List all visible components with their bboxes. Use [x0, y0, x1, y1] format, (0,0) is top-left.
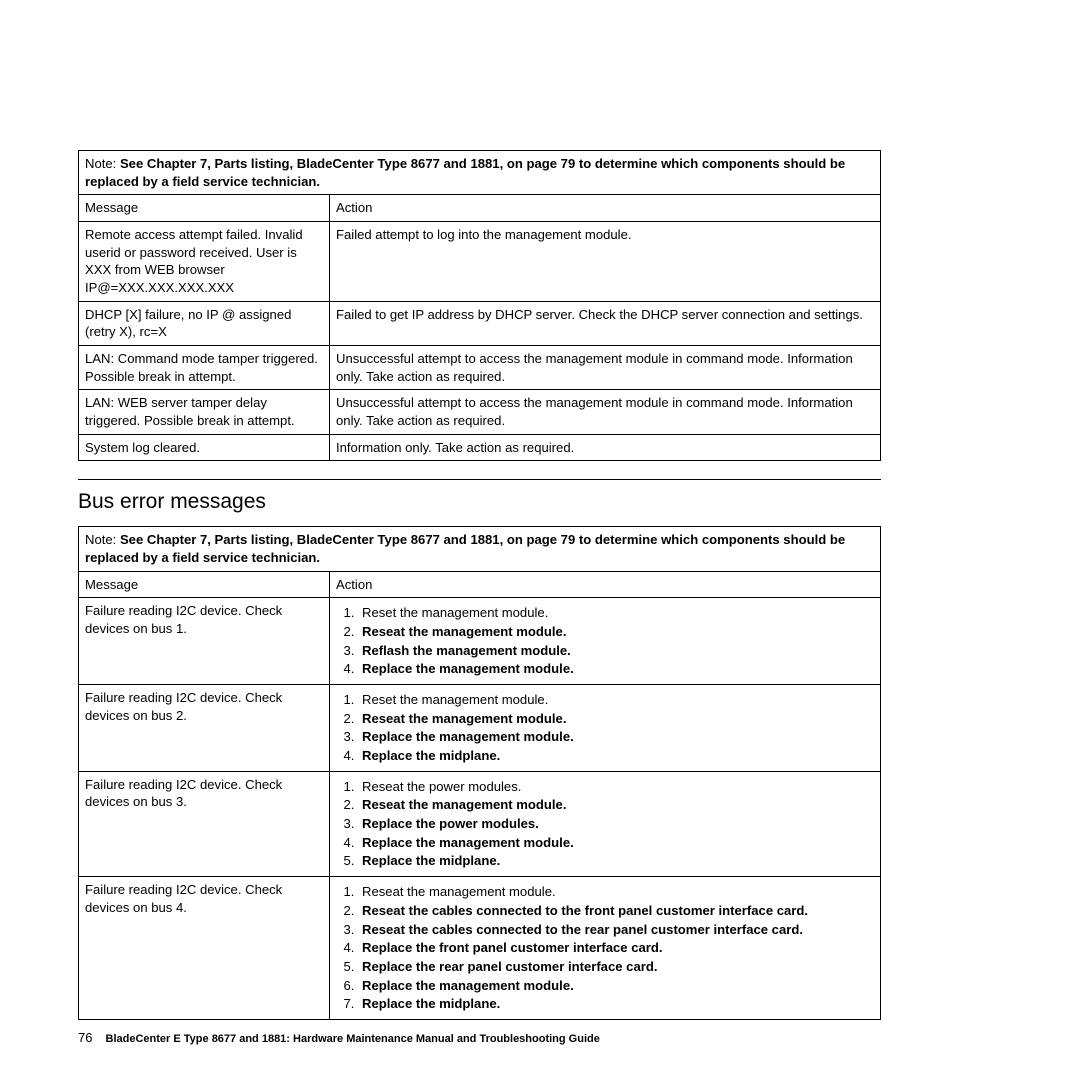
- table-2: Note: See Chapter 7, Parts listing, Blad…: [78, 526, 881, 1019]
- action-steps-list: Reseat the management module.Reseat the …: [336, 883, 874, 1013]
- table-1-header-message: Message: [79, 195, 330, 222]
- action-step: Replace the management module.: [358, 834, 874, 852]
- action-step: Reseat the cables connected to the rear …: [358, 921, 874, 939]
- action-cell: Failed to get IP address by DHCP server.…: [330, 301, 881, 345]
- table-1-note-row: Note: See Chapter 7, Parts listing, Blad…: [79, 151, 881, 195]
- action-cell: Unsuccessful attempt to access the manag…: [330, 390, 881, 434]
- note-text: See Chapter 7, Parts listing, BladeCente…: [85, 156, 845, 189]
- note-prefix: Note:: [85, 532, 116, 547]
- page-container: Note: See Chapter 7, Parts listing, Blad…: [0, 0, 1080, 1080]
- action-step: Replace the management module.: [358, 977, 874, 995]
- table-row: System log cleared.Information only. Tak…: [79, 434, 881, 461]
- action-step: Reseat the management module.: [358, 710, 874, 728]
- message-cell: Failure reading I2C device. Check device…: [79, 877, 330, 1020]
- table-row: Failure reading I2C device. Check device…: [79, 771, 881, 876]
- action-cell: Failed attempt to log into the managemen…: [330, 222, 881, 302]
- action-step: Reflash the management module.: [358, 642, 874, 660]
- action-cell: Reset the management module.Reseat the m…: [330, 685, 881, 772]
- table-row: LAN: WEB server tamper delay triggered. …: [79, 390, 881, 434]
- message-cell: Failure reading I2C device. Check device…: [79, 685, 330, 772]
- action-step: Replace the management module.: [358, 728, 874, 746]
- action-cell: Reseat the management module.Reseat the …: [330, 877, 881, 1020]
- table-2-header-action: Action: [330, 571, 881, 598]
- table-1-header-row: Message Action: [79, 195, 881, 222]
- note-prefix: Note:: [85, 156, 116, 171]
- message-cell: Failure reading I2C device. Check device…: [79, 598, 330, 685]
- action-steps-list: Reset the management module.Reseat the m…: [336, 604, 874, 678]
- table-2-header-message: Message: [79, 571, 330, 598]
- message-cell: LAN: WEB server tamper delay triggered. …: [79, 390, 330, 434]
- table-1-header-action: Action: [330, 195, 881, 222]
- table-row: LAN: Command mode tamper triggered. Poss…: [79, 346, 881, 390]
- action-cell: Reset the management module.Reseat the m…: [330, 598, 881, 685]
- message-cell: Failure reading I2C device. Check device…: [79, 771, 330, 876]
- table-2-note-row: Note: See Chapter 7, Parts listing, Blad…: [79, 527, 881, 571]
- action-step: Replace the midplane.: [358, 747, 874, 765]
- action-step: Replace the management module.: [358, 660, 874, 678]
- action-steps-list: Reset the management module.Reseat the m…: [336, 691, 874, 765]
- table-row: DHCP [X] failure, no IP @ assigned (retr…: [79, 301, 881, 345]
- action-step: Reseat the management module.: [358, 796, 874, 814]
- section-divider: [78, 479, 881, 480]
- action-cell: Unsuccessful attempt to access the manag…: [330, 346, 881, 390]
- page-number: 76: [78, 1030, 92, 1045]
- action-step: Replace the rear panel customer interfac…: [358, 958, 874, 976]
- message-cell: DHCP [X] failure, no IP @ assigned (retr…: [79, 301, 330, 345]
- table-row: Failure reading I2C device. Check device…: [79, 685, 881, 772]
- action-step: Replace the midplane.: [358, 852, 874, 870]
- action-step: Reseat the cables connected to the front…: [358, 902, 874, 920]
- action-step: Reseat the power modules.: [358, 778, 874, 796]
- table-row: Failure reading I2C device. Check device…: [79, 877, 881, 1020]
- action-step: Reset the management module.: [358, 604, 874, 622]
- table-row: Failure reading I2C device. Check device…: [79, 598, 881, 685]
- footer-text: BladeCenter E Type 8677 and 1881: Hardwa…: [106, 1033, 600, 1045]
- action-step: Replace the power modules.: [358, 815, 874, 833]
- message-cell: System log cleared.: [79, 434, 330, 461]
- action-cell: Information only. Take action as require…: [330, 434, 881, 461]
- table-2-header-row: Message Action: [79, 571, 881, 598]
- section-heading: Bus error messages: [78, 490, 990, 514]
- page-footer: 76 BladeCenter E Type 8677 and 1881: Har…: [78, 1030, 600, 1045]
- action-step: Replace the midplane.: [358, 995, 874, 1013]
- table-1: Note: See Chapter 7, Parts listing, Blad…: [78, 150, 881, 461]
- message-cell: LAN: Command mode tamper triggered. Poss…: [79, 346, 330, 390]
- action-step: Reseat the management module.: [358, 623, 874, 641]
- note-text: See Chapter 7, Parts listing, BladeCente…: [85, 532, 845, 565]
- action-step: Replace the front panel customer interfa…: [358, 939, 874, 957]
- action-step: Reseat the management module.: [358, 883, 874, 901]
- action-cell: Reseat the power modules.Reseat the mana…: [330, 771, 881, 876]
- action-step: Reset the management module.: [358, 691, 874, 709]
- action-steps-list: Reseat the power modules.Reseat the mana…: [336, 778, 874, 870]
- table-row: Remote access attempt failed. Invalid us…: [79, 222, 881, 302]
- message-cell: Remote access attempt failed. Invalid us…: [79, 222, 330, 302]
